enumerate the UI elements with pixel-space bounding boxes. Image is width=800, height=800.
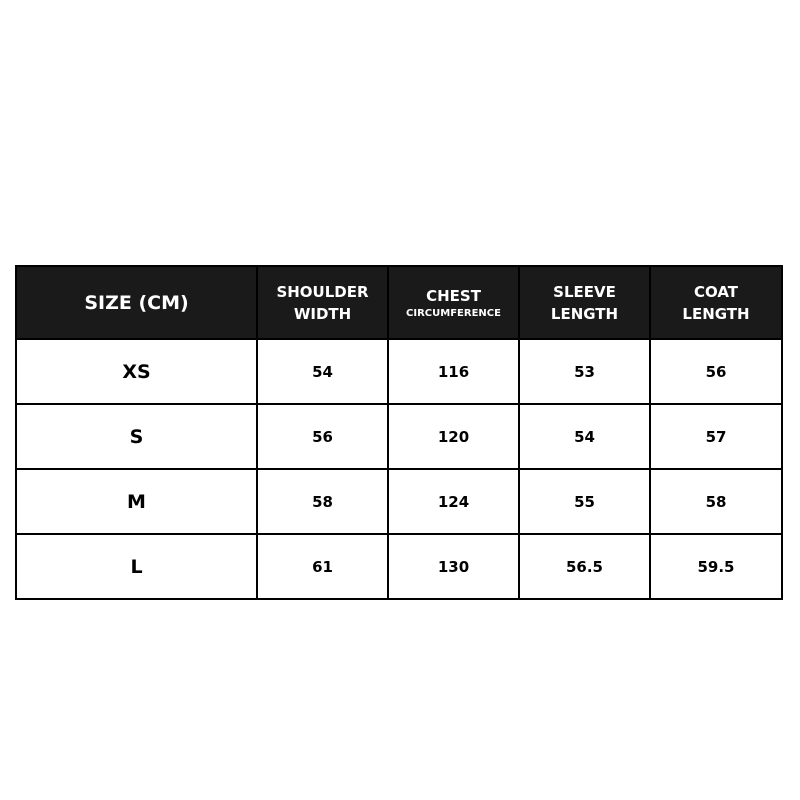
shoulder-width-cell: 54 — [256, 338, 389, 405]
table-row: S 56 120 54 57 — [15, 403, 783, 470]
coat-length-cell: 58 — [649, 468, 783, 535]
header-chest: CHEST CIRCUMFERENCE — [387, 265, 520, 340]
header-line1: SLEEVE — [553, 282, 616, 301]
chest-cell: 116 — [387, 338, 520, 405]
size-cell: XS — [15, 338, 258, 405]
size-cell: L — [15, 533, 258, 600]
header-line2: LENGTH — [682, 304, 750, 323]
header-coat-length: COAT LENGTH — [649, 265, 783, 340]
size-chart-table: SIZE (CM) SHOULDER WIDTH CHEST CIRCUMFEREN… — [15, 265, 783, 600]
shoulder-width-cell: 58 — [256, 468, 389, 535]
shoulder-width-cell: 61 — [256, 533, 389, 600]
coat-length-cell: 57 — [649, 403, 783, 470]
sleeve-length-cell: 55 — [518, 468, 651, 535]
header-size: SIZE (CM) — [15, 265, 258, 340]
header-sleeve-length: SLEEVE LENGTH — [518, 265, 651, 340]
coat-length-cell: 56 — [649, 338, 783, 405]
chest-cell: 130 — [387, 533, 520, 600]
header-line2: WIDTH — [293, 304, 352, 323]
size-cell: S — [15, 403, 258, 470]
header-line1: CHEST — [426, 286, 481, 305]
size-cell: M — [15, 468, 258, 535]
table-row: L 61 130 56.5 59.5 — [15, 533, 783, 600]
header-line1: SHOULDER — [276, 282, 369, 301]
header-shoulder-width: SHOULDER WIDTH — [256, 265, 389, 340]
header-line1: COAT — [693, 282, 739, 301]
header-line2: LENGTH — [550, 304, 619, 323]
sleeve-length-cell: 53 — [518, 338, 651, 405]
shoulder-width-cell: 56 — [256, 403, 389, 470]
header-size-label: SIZE (CM) — [84, 291, 189, 314]
coat-length-cell: 59.5 — [649, 533, 783, 600]
header-subtitle: CIRCUMFERENCE — [406, 307, 501, 319]
header-row: SIZE (CM) SHOULDER WIDTH CHEST CIRCUMFEREN… — [15, 265, 783, 340]
chest-cell: 124 — [387, 468, 520, 535]
sleeve-length-cell: 56.5 — [518, 533, 651, 600]
table-row: XS 54 116 53 56 — [15, 338, 783, 405]
chest-cell: 120 — [387, 403, 520, 470]
table-row: M 58 124 55 58 — [15, 468, 783, 535]
sleeve-length-cell: 54 — [518, 403, 651, 470]
